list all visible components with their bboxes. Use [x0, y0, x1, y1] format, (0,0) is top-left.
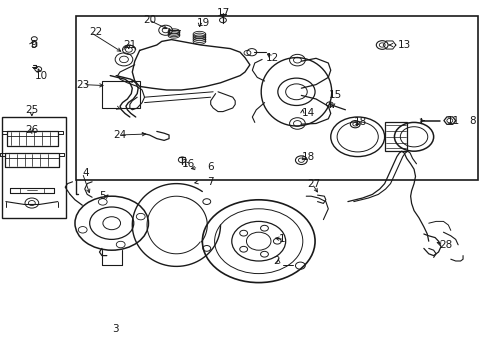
Text: 4: 4	[82, 168, 89, 178]
Text: 18: 18	[353, 117, 367, 127]
Text: 15: 15	[329, 90, 343, 100]
Text: 25: 25	[25, 105, 39, 115]
Text: 1: 1	[278, 234, 285, 244]
Text: 26: 26	[25, 125, 39, 135]
Text: 8: 8	[469, 116, 476, 126]
Text: 5: 5	[99, 191, 106, 201]
Bar	[385, 122, 407, 151]
Bar	[76, 16, 478, 180]
Text: 2: 2	[273, 256, 280, 266]
Text: 14: 14	[302, 108, 316, 118]
Text: 9: 9	[30, 40, 37, 50]
Bar	[102, 81, 140, 108]
Text: 10: 10	[35, 71, 48, 81]
Text: 21: 21	[123, 40, 137, 50]
Text: 3: 3	[112, 324, 119, 334]
Text: 18: 18	[302, 152, 316, 162]
Text: 7: 7	[207, 177, 214, 187]
Text: 6: 6	[207, 162, 214, 172]
Text: 19: 19	[196, 18, 210, 28]
Text: 11: 11	[446, 116, 460, 126]
Text: 20: 20	[143, 15, 156, 25]
Text: 12: 12	[265, 53, 279, 63]
Bar	[2, 117, 66, 218]
Text: 24: 24	[113, 130, 127, 140]
Text: 27: 27	[307, 179, 320, 189]
Text: 13: 13	[397, 40, 411, 50]
Text: 23: 23	[76, 80, 90, 90]
Text: 16: 16	[182, 159, 196, 169]
Text: 17: 17	[216, 8, 230, 18]
Text: 22: 22	[89, 27, 102, 37]
Text: 28: 28	[439, 240, 453, 250]
